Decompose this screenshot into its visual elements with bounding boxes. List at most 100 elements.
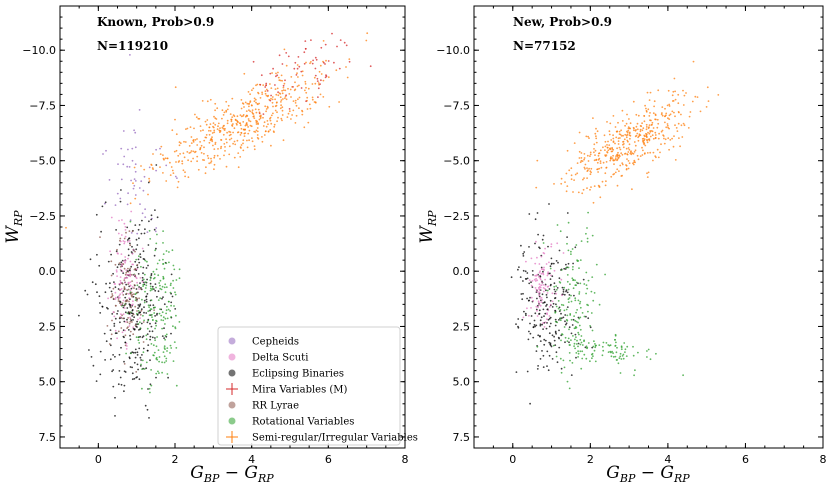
data-point: [269, 129, 272, 131]
data-point: [285, 94, 287, 97]
data-point: [247, 126, 250, 128]
data-point: [618, 146, 621, 149]
data-point: [555, 355, 558, 358]
data-point: [621, 163, 624, 166]
data-point: [621, 109, 624, 112]
data-point: [133, 129, 136, 132]
data-point: [589, 155, 591, 158]
data-point: [175, 314, 177, 317]
data-point: [654, 118, 656, 121]
data-point: [614, 355, 617, 358]
data-point: [116, 248, 118, 251]
data-point: [538, 303, 541, 306]
data-point: [288, 108, 291, 110]
data-point: [297, 98, 299, 101]
data-point: [165, 360, 168, 362]
data-point: [265, 108, 268, 110]
data-point: [582, 178, 584, 181]
data-point: [173, 341, 176, 343]
data-point: [123, 277, 126, 280]
data-point: [149, 359, 151, 362]
data-point: [566, 236, 568, 239]
data-point: [205, 134, 208, 136]
data-point: [596, 130, 599, 133]
data-point: [555, 292, 558, 295]
data-point: [539, 289, 541, 291]
data-point: [112, 297, 115, 300]
data-point: [574, 327, 577, 329]
data-point: [121, 314, 123, 317]
data-point: [226, 108, 229, 111]
data-point: [122, 290, 125, 293]
data-point: [143, 232, 146, 235]
data-point: [228, 130, 231, 133]
data-point: [589, 325, 591, 327]
data-point: [556, 361, 559, 364]
data-point: [104, 201, 107, 204]
data-point: [307, 87, 310, 90]
data-point: [290, 96, 292, 98]
data-point: [265, 84, 267, 87]
data-point: [150, 274, 153, 277]
data-point: [143, 299, 146, 302]
x-tick-label: 0: [509, 453, 516, 466]
data-point: [135, 238, 138, 241]
data-point: [155, 164, 158, 166]
data-point: [586, 187, 588, 190]
data-point: [320, 79, 322, 82]
data-point: [145, 298, 148, 301]
data-point: [146, 321, 149, 324]
data-point: [566, 274, 569, 276]
data-point: [554, 344, 557, 346]
data-point: [574, 319, 577, 322]
data-point: [627, 126, 630, 128]
data-point: [523, 310, 525, 313]
data-point: [149, 309, 151, 312]
data-point: [123, 360, 125, 363]
data-point: [549, 267, 552, 270]
data-point: [136, 363, 139, 366]
data-point: [179, 142, 182, 145]
data-point: [274, 84, 276, 86]
data-point: [303, 62, 306, 65]
data-point: [579, 306, 582, 309]
data-point: [314, 67, 317, 70]
data-point: [101, 205, 104, 208]
data-point: [626, 345, 629, 348]
data-point: [122, 313, 125, 316]
data-point: [264, 90, 267, 93]
data-point: [126, 307, 129, 309]
data-point: [128, 297, 131, 299]
data-point: [117, 232, 120, 235]
data-point: [138, 187, 141, 189]
data-point: [187, 176, 190, 179]
data-point: [208, 126, 211, 129]
data-point: [124, 304, 126, 306]
data-point: [643, 120, 646, 123]
data-point: [540, 316, 543, 319]
data-point: [182, 152, 185, 155]
data-point: [645, 126, 648, 128]
data-point: [619, 352, 622, 355]
data-point: [628, 143, 631, 146]
data-point: [203, 159, 206, 162]
data-point: [607, 351, 610, 353]
data-point: [288, 110, 291, 113]
data-point: [304, 83, 307, 85]
data-point: [549, 303, 552, 306]
data-point: [536, 345, 539, 348]
data-point: [547, 245, 549, 248]
data-point: [542, 268, 545, 271]
data-point: [539, 304, 542, 307]
data-point: [586, 167, 588, 170]
data-point: [110, 274, 113, 277]
data-point: [551, 292, 554, 295]
data-point: [123, 286, 126, 288]
data-point: [336, 45, 338, 48]
data-point: [150, 325, 153, 328]
data-point: [122, 294, 125, 296]
data-point: [539, 358, 542, 360]
data-point: [152, 304, 155, 306]
data-point: [148, 306, 151, 308]
data-point: [522, 269, 525, 272]
